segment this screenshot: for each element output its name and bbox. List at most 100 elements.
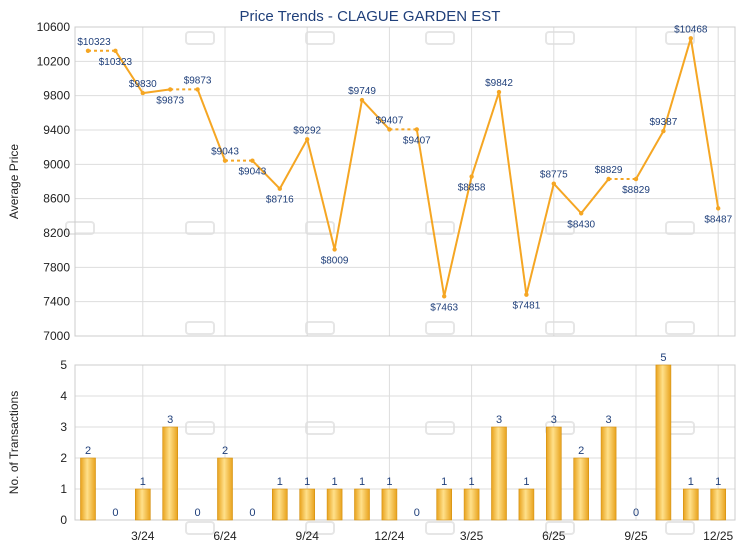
count-data-label: 1 bbox=[359, 476, 365, 488]
watermark-mark bbox=[305, 31, 335, 45]
count-bar bbox=[655, 364, 672, 521]
count-y-tick-label: 3 bbox=[60, 420, 67, 434]
price-data-label: $8858 bbox=[458, 183, 486, 194]
count-data-label: 1 bbox=[441, 476, 447, 488]
transaction-count-panel: 0 1 2 3 4 5 No. of Transactions 2 0 1 3 0 2 0 1 1 1 1 1 0 1 1… bbox=[7, 352, 736, 543]
price-point bbox=[442, 294, 447, 299]
price-data-label: $10468 bbox=[674, 24, 708, 35]
price-point bbox=[195, 87, 200, 92]
price-point bbox=[222, 158, 228, 163]
price-line-segment bbox=[498, 91, 528, 295]
count-bar bbox=[682, 488, 699, 521]
watermark-mark bbox=[545, 221, 575, 235]
price-point bbox=[661, 128, 666, 134]
price-point bbox=[606, 176, 611, 182]
price-line-segment bbox=[689, 38, 720, 209]
watermark-mark bbox=[185, 321, 215, 335]
price-data-label: $9407 bbox=[375, 115, 403, 126]
price-data-label: $10323 bbox=[77, 37, 111, 48]
x-tick-label: 12/25 bbox=[703, 529, 733, 543]
price-point bbox=[633, 176, 639, 182]
count-bar bbox=[436, 488, 453, 521]
x-tick-label: 6/24 bbox=[213, 529, 237, 543]
price-y-tick-label: 8600 bbox=[43, 192, 70, 206]
price-line-segment bbox=[333, 99, 363, 250]
price-point bbox=[332, 247, 337, 252]
count-data-label: 0 bbox=[249, 507, 255, 519]
watermark-layer bbox=[65, 31, 695, 535]
count-data-label: 1 bbox=[469, 476, 475, 488]
price-data-label: $9830 bbox=[129, 79, 157, 90]
watermark-mark bbox=[665, 31, 695, 45]
count-bar bbox=[271, 488, 288, 521]
count-data-label: 3 bbox=[496, 414, 502, 426]
price-y-tick-label: 10600 bbox=[37, 20, 71, 34]
price-point bbox=[387, 127, 392, 132]
price-data-label: $8430 bbox=[567, 219, 595, 230]
price-data-label: $9407 bbox=[403, 135, 431, 146]
count-data-label: 1 bbox=[277, 476, 283, 488]
count-data-label: 3 bbox=[606, 414, 612, 426]
watermark-mark bbox=[665, 221, 695, 235]
price-line-segment bbox=[415, 129, 446, 297]
count-bar bbox=[326, 488, 343, 521]
price-y-tick-label: 9000 bbox=[43, 157, 70, 171]
count-data-label: 2 bbox=[85, 445, 91, 457]
price-plot-border bbox=[74, 26, 736, 337]
price-data-label: $8829 bbox=[595, 165, 623, 176]
price-data-label: $8716 bbox=[266, 195, 294, 206]
price-line-segment bbox=[361, 99, 391, 131]
price-data-label: $7463 bbox=[430, 302, 458, 313]
price-data-label: $8829 bbox=[622, 185, 650, 196]
count-data-label: 5 bbox=[660, 352, 666, 364]
price-point bbox=[359, 97, 365, 103]
count-bar bbox=[545, 426, 562, 521]
price-point bbox=[524, 292, 529, 297]
watermark-mark bbox=[545, 321, 575, 335]
count-y-tick-label: 1 bbox=[60, 482, 67, 496]
count-bar bbox=[135, 488, 151, 521]
price-line-segment bbox=[251, 159, 281, 190]
watermark-mark bbox=[305, 221, 335, 235]
watermark-mark bbox=[665, 321, 695, 335]
count-y-tick-label: 0 bbox=[60, 513, 67, 527]
price-data-label: $9292 bbox=[293, 125, 321, 136]
price-y-axis-label: Average Price bbox=[7, 144, 21, 219]
count-data-label: 0 bbox=[414, 507, 420, 519]
count-bar bbox=[710, 488, 727, 521]
watermark-mark bbox=[185, 521, 215, 535]
watermark-mark bbox=[545, 521, 575, 535]
count-data-label: 1 bbox=[304, 476, 310, 488]
count-data-label: 1 bbox=[332, 476, 338, 488]
x-tick-label: 3/25 bbox=[460, 529, 484, 543]
price-data-label: $9873 bbox=[156, 95, 184, 106]
price-point bbox=[250, 158, 255, 163]
price-data-label: $9873 bbox=[184, 75, 212, 86]
price-line-segment bbox=[306, 139, 336, 250]
watermark-mark bbox=[545, 31, 575, 45]
count-y-tick-label: 2 bbox=[60, 451, 67, 465]
price-data-label: $9043 bbox=[238, 167, 266, 178]
count-data-label: 1 bbox=[523, 476, 529, 488]
watermark-mark bbox=[185, 421, 215, 435]
count-plot-border bbox=[74, 364, 736, 521]
watermark-mark bbox=[425, 321, 455, 335]
price-y-tick-label: 9400 bbox=[43, 123, 70, 137]
watermark-mark bbox=[425, 221, 455, 235]
count-bar bbox=[217, 457, 233, 521]
price-line-segment bbox=[142, 88, 171, 95]
count-data-label: 2 bbox=[578, 445, 584, 457]
chart-title: Price Trends - CLAGUE GARDEN EST bbox=[240, 8, 501, 25]
price-point bbox=[688, 36, 693, 41]
price-point bbox=[579, 211, 584, 216]
price-line-segment bbox=[114, 50, 144, 94]
count-data-label: 2 bbox=[222, 445, 228, 457]
watermark-mark bbox=[305, 521, 335, 535]
count-bar bbox=[491, 426, 507, 521]
count-bar bbox=[381, 488, 398, 521]
x-tick-label: 9/24 bbox=[296, 529, 320, 543]
watermark-mark bbox=[185, 221, 215, 235]
watermark-mark bbox=[65, 221, 95, 235]
price-data-label: $8009 bbox=[321, 255, 349, 266]
